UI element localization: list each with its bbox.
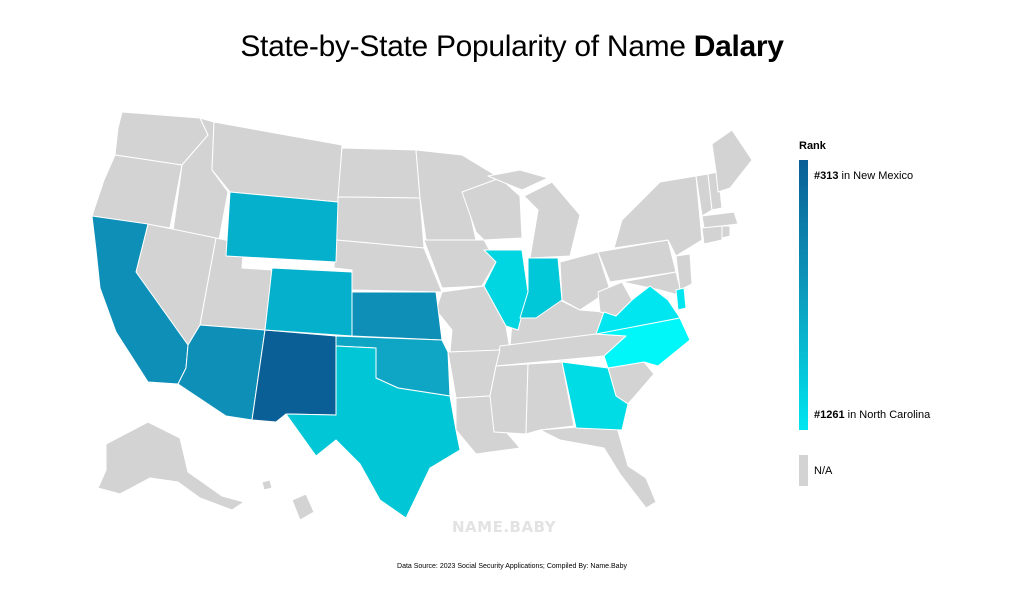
legend-gradient-bar (799, 160, 808, 430)
state-mississippi (489, 363, 529, 435)
title-prefix: State-by-State Popularity of Name (240, 30, 686, 63)
state-michigan (523, 181, 581, 259)
legend-bottom-state: in North Carolina (847, 409, 931, 421)
state-arizona (177, 324, 266, 421)
data-source-footer: Data Source: 2023 Social Security Applic… (397, 563, 627, 570)
state-new-mexico (251, 329, 337, 423)
state-massachusetts (701, 211, 739, 229)
state-montana (211, 121, 343, 203)
state-maine (711, 129, 753, 193)
state-iowa (423, 239, 497, 289)
state-colorado (264, 267, 353, 337)
state-rhode-island (721, 225, 731, 239)
state-wyoming (225, 191, 339, 263)
title-name: Dalary (693, 30, 784, 63)
legend-top-state: in New Mexico (841, 170, 914, 182)
state-hawaii (291, 493, 315, 521)
legend-top-label: #313 in New Mexico (814, 170, 913, 182)
legend-na-swatch (799, 455, 808, 486)
state-alabama (525, 361, 575, 435)
page-title: State-by-State Popularity of Name Dalary (0, 30, 1024, 64)
watermark-logo: NAME.BABY (452, 518, 557, 536)
state-oregon (91, 154, 183, 229)
legend-title: Rank (799, 140, 826, 152)
legend-bottom-rank: #1261 (814, 409, 845, 421)
state-connecticut (701, 225, 723, 245)
state-delaware (675, 287, 687, 311)
state-illinois (483, 249, 529, 331)
state-north-carolina (595, 317, 691, 369)
state-florida (539, 423, 657, 509)
state-south-dakota (335, 196, 425, 249)
state-new-jersey (675, 253, 693, 291)
state-michigan-up (487, 169, 549, 191)
state-indiana (519, 257, 563, 319)
legend-bottom-label: #1261 in North Carolina (814, 409, 930, 421)
state-hawaii-islands (261, 479, 273, 491)
state-north-dakota (337, 147, 421, 199)
legend-top-rank: #313 (814, 170, 839, 182)
state-new-york (613, 175, 703, 257)
legend-na-label: N/A (814, 465, 833, 477)
state-kansas (351, 291, 443, 341)
state-alaska (97, 421, 245, 511)
state-texas (285, 345, 461, 519)
